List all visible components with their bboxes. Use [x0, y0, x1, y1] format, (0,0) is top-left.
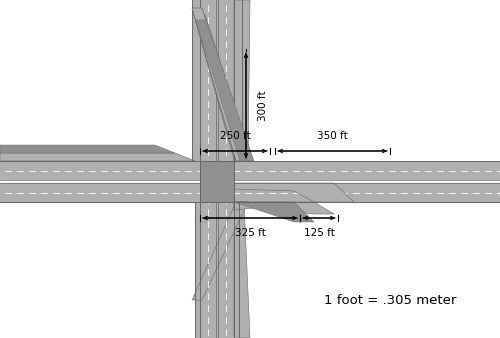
Polygon shape [0, 153, 195, 161]
Text: 125 ft: 125 ft [304, 228, 334, 238]
Polygon shape [194, 15, 249, 159]
Text: 250 ft: 250 ft [220, 131, 250, 141]
Polygon shape [234, 0, 250, 161]
Bar [192, 0, 242, 161]
Polygon shape [234, 202, 250, 338]
Polygon shape [199, 30, 252, 159]
Text: 300 ft: 300 ft [258, 90, 268, 121]
Polygon shape [234, 0, 246, 161]
Polygon shape [196, 20, 254, 161]
Text: 350 ft: 350 ft [317, 131, 348, 141]
Bar [0, 161, 500, 180]
Bar [200, 0, 216, 338]
Bar [200, 161, 234, 202]
Polygon shape [192, 202, 248, 300]
Text: 1 foot = .305 meter: 1 foot = .305 meter [324, 293, 456, 307]
Polygon shape [234, 202, 314, 222]
Bar [195, 202, 239, 338]
Text: 325 ft: 325 ft [234, 228, 266, 238]
Polygon shape [0, 145, 175, 153]
Polygon shape [192, 8, 250, 161]
Polygon shape [192, 0, 246, 131]
Polygon shape [234, 202, 334, 214]
Bar [0, 183, 500, 202]
Polygon shape [234, 183, 354, 202]
Bar [218, 0, 234, 338]
